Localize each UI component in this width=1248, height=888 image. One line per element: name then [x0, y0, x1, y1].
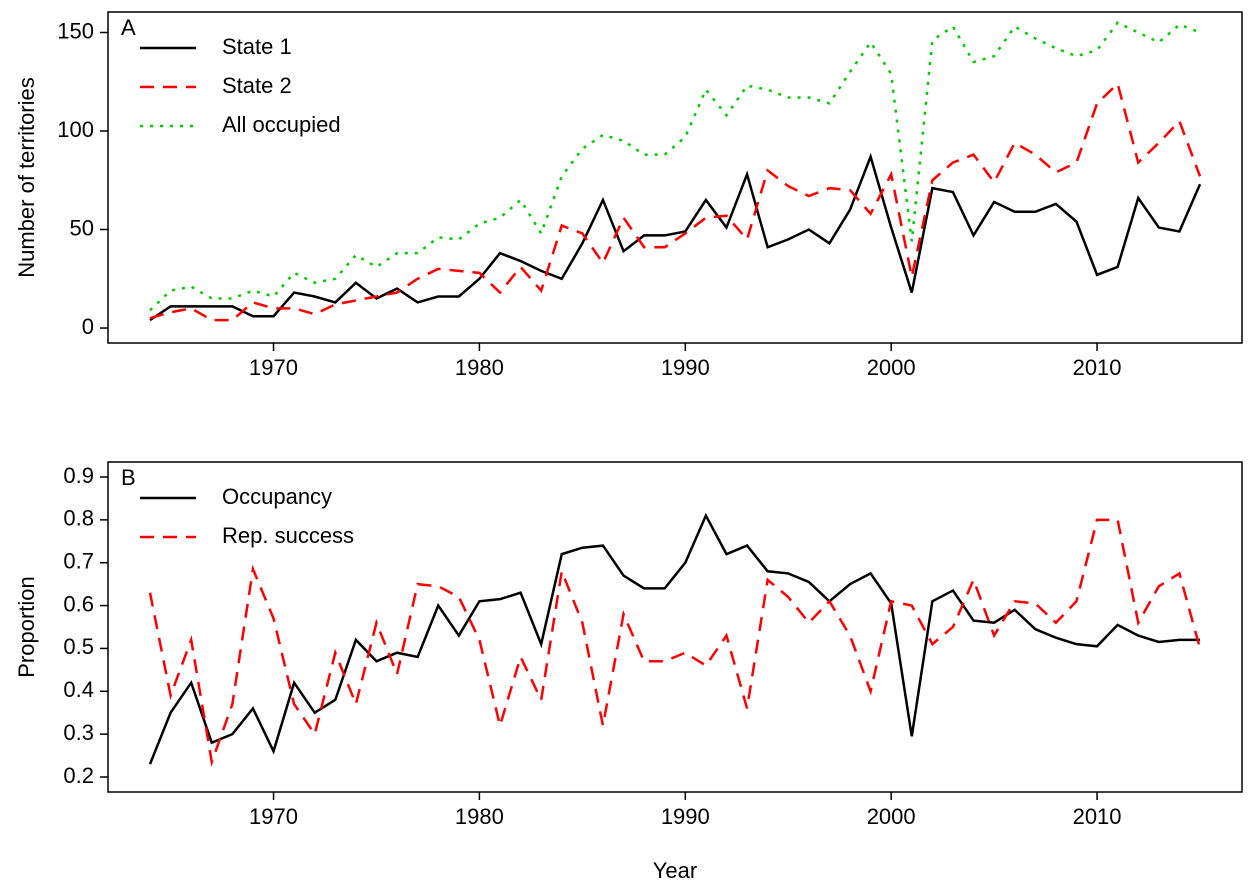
y-axis-label: Number of territories [14, 77, 39, 278]
y-tick-label: 0.7 [63, 549, 94, 574]
plot-frame [107, 461, 1243, 793]
y-tick-label: 0.5 [63, 634, 94, 659]
y-tick-label: 50 [70, 215, 94, 240]
legend-label: Occupancy [222, 484, 332, 509]
x-tick-label: 1980 [455, 355, 504, 380]
data-line [149, 152, 1202, 322]
data-line [148, 518, 1202, 767]
y-tick-label: 0.8 [63, 506, 94, 531]
y-tick-label: 0.6 [63, 591, 94, 616]
y-tick-label: 0.3 [63, 720, 94, 745]
legend-label: All occupied [222, 112, 341, 137]
data-line [149, 81, 1202, 322]
x-tick-label: 1970 [249, 804, 298, 829]
data-line [149, 21, 1201, 312]
x-tick-label: 1970 [249, 355, 298, 380]
x-tick-label: 2000 [867, 804, 916, 829]
x-tick-label: 1990 [661, 804, 710, 829]
legend-label: State 2 [222, 73, 292, 98]
y-axis-label: Proportion [14, 576, 39, 678]
y-tick-label: 100 [57, 117, 94, 142]
plot-frame [107, 11, 1243, 344]
x-tick-label: 1990 [661, 355, 710, 380]
y-tick-label: 150 [57, 18, 94, 43]
x-tick-label: 2010 [1073, 804, 1122, 829]
y-tick-label: 0.2 [63, 763, 94, 788]
y-tick-label: 0.9 [63, 463, 94, 488]
y-tick-label: 0 [82, 314, 94, 339]
data-line [148, 512, 1200, 765]
legend-label: Rep. success [222, 523, 354, 548]
x-axis-label: Year [653, 858, 697, 883]
legend-label: State 1 [222, 34, 292, 59]
y-tick-label: 0.4 [63, 677, 94, 702]
x-tick-label: 1980 [455, 804, 504, 829]
panel-label: B [121, 465, 136, 490]
panel-label: A [121, 15, 136, 40]
x-tick-label: 2010 [1073, 355, 1122, 380]
x-tick-label: 2000 [867, 355, 916, 380]
